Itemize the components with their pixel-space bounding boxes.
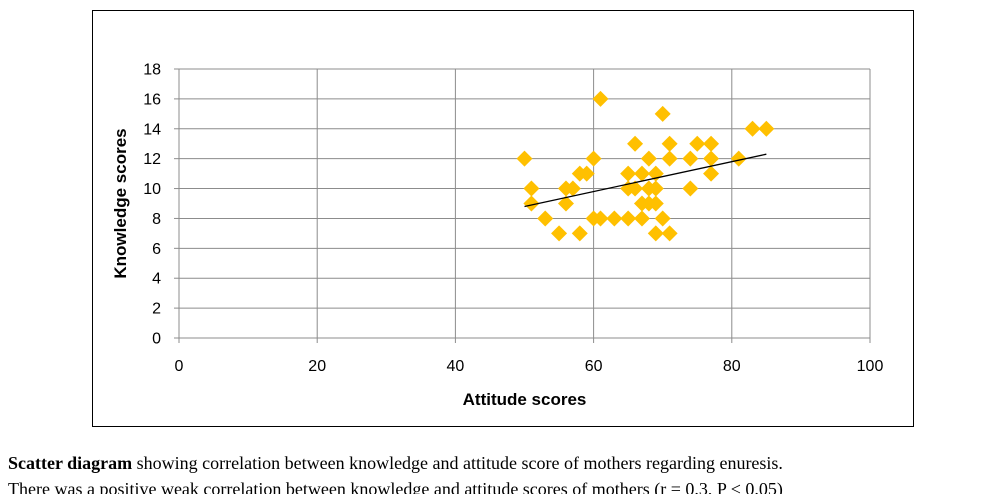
x-tick-label: 60 <box>585 358 603 375</box>
scatter-chart: 0 2 4 6 8 10 12 14 16 18 0 20 40 60 80 100 Attitude sco… <box>111 62 883 410</box>
y-tick-label: 12 <box>143 151 161 168</box>
x-tick-label: 0 <box>175 358 184 375</box>
y-tick-label: 0 <box>152 331 161 348</box>
partial-text-line: There was a positive weak correlation be… <box>8 479 783 494</box>
data-points <box>516 90 775 242</box>
data-point <box>578 165 595 182</box>
x-axis-label: Attitude scores <box>463 390 587 409</box>
data-point <box>703 150 720 167</box>
data-point <box>703 135 720 152</box>
data-point <box>620 210 637 227</box>
data-point <box>661 135 678 152</box>
data-point <box>633 165 650 182</box>
x-tick-label: 40 <box>447 358 465 375</box>
data-point <box>620 165 637 182</box>
y-tick-label: 18 <box>143 62 161 79</box>
data-point <box>682 180 699 197</box>
data-point <box>592 210 609 227</box>
data-point <box>654 210 671 227</box>
data-point <box>537 210 554 227</box>
x-tick-label: 100 <box>857 358 884 375</box>
data-point <box>516 150 533 167</box>
y-tick-label: 6 <box>152 241 161 258</box>
data-point <box>647 195 664 212</box>
data-point <box>557 195 574 212</box>
data-point <box>689 135 706 152</box>
data-point <box>585 150 602 167</box>
x-tick-label: 20 <box>308 358 326 375</box>
data-point <box>551 225 568 242</box>
data-point <box>661 150 678 167</box>
data-point <box>744 120 761 137</box>
data-point <box>730 150 747 167</box>
y-tick-label: 4 <box>152 271 161 288</box>
figure-caption: Scatter diagram showing correlation betw… <box>8 453 783 474</box>
x-tick-label: 80 <box>723 358 741 375</box>
data-point <box>647 180 664 197</box>
data-point <box>682 150 699 167</box>
y-tick-label: 16 <box>143 91 161 108</box>
data-point <box>640 150 657 167</box>
data-point <box>627 180 644 197</box>
data-point <box>654 105 671 122</box>
data-point <box>606 210 623 227</box>
data-point <box>523 195 540 212</box>
data-point <box>647 225 664 242</box>
trendline <box>524 153 767 208</box>
y-tick-label: 14 <box>143 121 161 138</box>
caption-text: showing correlation between knowledge an… <box>132 453 783 473</box>
axes <box>174 68 871 343</box>
data-point <box>703 165 720 182</box>
y-axis-label: Knowledge scores <box>111 128 130 278</box>
y-tick-label: 10 <box>143 181 161 198</box>
caption-bold: Scatter diagram <box>8 453 133 473</box>
y-tick-label: 8 <box>152 211 161 228</box>
chart-figure: 0 2 4 6 8 10 12 14 16 18 0 20 40 60 80 100 Attitude sco… <box>92 10 914 427</box>
data-point <box>523 180 540 197</box>
data-point <box>758 120 775 137</box>
data-point <box>571 225 588 242</box>
data-point <box>627 135 644 152</box>
tick-labels: 0 2 4 6 8 10 12 14 16 18 0 20 40 60 80 100 <box>143 62 883 376</box>
data-point <box>592 90 609 107</box>
data-point <box>633 210 650 227</box>
y-tick-label: 2 <box>152 301 161 318</box>
data-point <box>564 180 581 197</box>
data-point <box>661 225 678 242</box>
